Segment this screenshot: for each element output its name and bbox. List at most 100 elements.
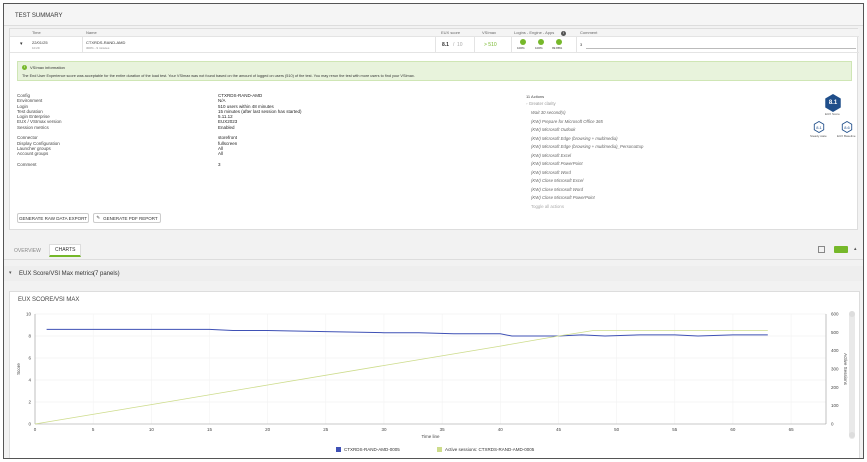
- vertical-scrollbar[interactable]: [849, 311, 855, 439]
- list-item[interactable]: (KW) Close Microsoft Excel: [531, 178, 584, 183]
- col-time[interactable]: Time: [32, 30, 41, 35]
- scroll-handle-top[interactable]: [849, 311, 855, 317]
- list-item[interactable]: (KW) Microsoft Edge (browsing + multimed…: [531, 135, 618, 141]
- list-item[interactable]: (KW) Microsoft Word: [531, 169, 571, 175]
- list-item[interactable]: Wait 30 second(s): [531, 110, 566, 115]
- engine-percent: 100%: [535, 46, 543, 50]
- eux-score-value: 8.1: [442, 42, 449, 48]
- x-tick-label: 35: [440, 427, 446, 432]
- actions-panel: 11 Actions ◦ Greater clarity Wait 30 sec…: [526, 93, 726, 213]
- vsimax-value: > 510: [484, 42, 497, 48]
- detail-value: 15 minutes (after last session has start…: [218, 108, 302, 114]
- col-comment[interactable]: Comment: [580, 30, 598, 35]
- x-tick-label: 25: [323, 427, 329, 432]
- summary-card: Time Name EUX score VSImax Logins - Engi…: [9, 28, 859, 230]
- x-tick-label: 5: [92, 427, 95, 432]
- y2-tick-label: 400: [831, 348, 839, 353]
- list-item[interactable]: (KW) Close Microsoft PowerPoint: [531, 195, 595, 200]
- detail-value: CTXRDS-RAND-AMD: [218, 93, 263, 98]
- y2-tick-label: 100: [831, 403, 839, 408]
- y-tick-label: 6: [28, 356, 31, 361]
- info-title: VSImax information: [30, 64, 65, 70]
- x-tick-label: 20: [265, 427, 271, 432]
- col-name[interactable]: Name: [86, 30, 97, 35]
- y2-axis-label: Active Sessions: [843, 353, 848, 386]
- y2-tick-label: 300: [831, 367, 839, 372]
- table-row[interactable]: ▾ 22/01/25 10:29 CTXRDS-RAND-AMD 300% - …: [10, 37, 859, 53]
- eux-score-max: 10: [457, 42, 463, 48]
- col-eux[interactable]: EUX score: [441, 30, 461, 35]
- x-tick-label: 65: [789, 427, 795, 432]
- scroll-handle-bottom[interactable]: [849, 432, 855, 438]
- logins-help-icon[interactable]: i: [561, 30, 566, 36]
- expand-icon[interactable]: ▾: [20, 41, 23, 47]
- series-line-active-sessions: [34, 330, 768, 425]
- x-tick-label: 50: [614, 427, 620, 432]
- row-name[interactable]: CTXRDS-RAND-AMD: [86, 40, 126, 45]
- page-title: TEST SUMMARY: [15, 13, 63, 19]
- legend-item-sessions[interactable]: Active sessions: CTXRDS-RAND-AMD-0005: [437, 447, 534, 452]
- y-axis-label: Score: [16, 363, 21, 375]
- pdf-icon: ✎: [96, 215, 101, 220]
- list-item[interactable]: (KW) Microsoft Outlook: [531, 127, 576, 132]
- y-tick-label: 2: [28, 400, 31, 405]
- col-vsimax[interactable]: VSImax: [482, 30, 497, 35]
- legend-item-eux[interactable]: CTXRDS-RAND-AMD-0005: [336, 447, 400, 452]
- detail-key: Launcher groups: [17, 145, 51, 151]
- view-tabs: OVERVIEW CHARTS ▴: [4, 240, 863, 260]
- steady-state-label: Steady state: [810, 134, 827, 138]
- tab-overview[interactable]: OVERVIEW: [14, 247, 41, 254]
- x-tick-label: 45: [556, 427, 562, 432]
- logins-status-dot: [520, 39, 526, 45]
- detail-key: Test duration: [17, 108, 43, 114]
- comment-value[interactable]: 3: [580, 42, 583, 47]
- chart-title: EUX SCORE/VSI MAX: [18, 297, 80, 303]
- detail-value: All: [218, 145, 224, 151]
- chevron-up-icon[interactable]: ▴: [854, 246, 857, 252]
- eux-score-separator: /: [453, 42, 455, 48]
- y2-tick-label: 500: [831, 330, 839, 335]
- generate-raw-export-button[interactable]: GENERATE RAW DATA EXPORT: [17, 213, 89, 223]
- details-keys: Config Environment Login Test duration Login…: [17, 93, 62, 167]
- detail-value: 5.11.12: [218, 114, 233, 120]
- metrics-section-header[interactable]: ▾ EUX Score/VSI Max metrics (7 panels): [4, 266, 863, 281]
- detail-key: Login: [17, 103, 29, 109]
- steady-state-value: 8.1: [814, 122, 824, 132]
- list-item[interactable]: (KW) Microsoft Edge (browsing + multimed…: [531, 144, 644, 149]
- x-tick-label: 60: [730, 427, 736, 432]
- detail-key: Comment: [17, 161, 37, 167]
- list-item[interactable]: (KW) Microsoft PowerPoint: [531, 161, 583, 166]
- generate-pdf-report-button[interactable]: ✎ GENERATE PDF REPORT: [93, 213, 161, 223]
- chevron-down-icon[interactable]: ▾: [9, 270, 12, 276]
- detail-value: N/A: [218, 98, 226, 104]
- steady-state-hexagon: 8.1: [813, 121, 825, 133]
- add-panel-button[interactable]: [834, 246, 848, 253]
- list-item[interactable]: (KW) Microsoft Excel: [531, 152, 572, 158]
- detail-value: All: [218, 151, 224, 157]
- y-tick-label: 10: [26, 312, 32, 317]
- actions-collapse-toggle[interactable]: ◦ Greater clarity: [526, 101, 556, 106]
- list-item[interactable]: (KW) Close Microsoft Word: [531, 186, 584, 192]
- detail-key: Account groups: [17, 151, 49, 157]
- y2-tick-label: 0: [831, 422, 834, 427]
- image-export-icon[interactable]: [818, 246, 825, 253]
- detail-value: Enabled: [218, 124, 235, 130]
- vsimax-info-box: i VSImax information The End User Experi…: [17, 61, 852, 81]
- apps-percent: 99.88%: [552, 46, 563, 50]
- comment-input-line[interactable]: [586, 48, 856, 49]
- legend-swatch-sessions: [437, 447, 442, 452]
- list-item[interactable]: (KW) Prepare for Microsoft Office 365: [531, 118, 603, 124]
- x-tick-label: 10: [149, 427, 155, 432]
- row-date: 22/01/25: [32, 40, 48, 45]
- detail-value: EUX2023: [218, 119, 238, 125]
- detail-value: fullscreen: [218, 140, 238, 146]
- tab-charts[interactable]: CHARTS: [49, 244, 82, 257]
- toggle-all-actions-link[interactable]: Toggle all actions: [531, 203, 564, 209]
- eux-baseline-label: EUX Baseline: [837, 134, 856, 138]
- col-logins[interactable]: Logins - Engine - Apps: [514, 30, 555, 35]
- logins-percent: 100%: [517, 46, 525, 50]
- test-summary-header: TEST SUMMARY: [4, 4, 863, 26]
- y2-tick-label: 600: [831, 312, 839, 317]
- pdf-report-label: GENERATE PDF REPORT: [103, 215, 158, 221]
